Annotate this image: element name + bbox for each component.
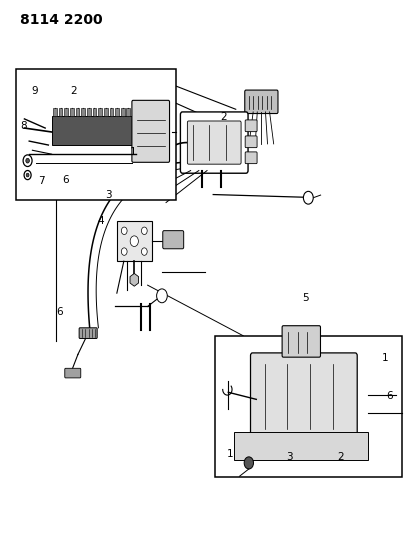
Text: 2: 2	[220, 112, 226, 122]
Circle shape	[121, 227, 127, 235]
Bar	[70, 109, 74, 116]
Text: 3: 3	[105, 190, 112, 199]
Bar	[52, 116, 135, 145]
Bar	[98, 109, 102, 116]
Bar	[92, 109, 96, 116]
Circle shape	[141, 248, 147, 255]
Bar	[117, 221, 151, 261]
Bar	[103, 109, 108, 116]
Text: 9: 9	[31, 86, 38, 96]
Text: 4: 4	[97, 216, 103, 226]
Circle shape	[26, 158, 29, 163]
Text: 6: 6	[62, 175, 68, 184]
Text: 1: 1	[130, 147, 136, 157]
Text: 8114 2200: 8114 2200	[20, 13, 103, 27]
FancyBboxPatch shape	[244, 90, 277, 114]
FancyBboxPatch shape	[245, 120, 256, 132]
FancyBboxPatch shape	[162, 231, 183, 249]
Text: 6: 6	[56, 307, 63, 317]
FancyBboxPatch shape	[281, 326, 320, 357]
Text: 3: 3	[286, 453, 292, 462]
FancyBboxPatch shape	[79, 328, 97, 338]
Circle shape	[121, 248, 127, 255]
FancyBboxPatch shape	[65, 368, 81, 378]
Bar	[75, 109, 79, 116]
Bar	[81, 109, 85, 116]
Text: 2: 2	[70, 86, 76, 96]
FancyBboxPatch shape	[180, 112, 247, 173]
Bar	[58, 109, 62, 116]
Text: 8: 8	[20, 121, 27, 131]
Text: 1: 1	[226, 449, 233, 459]
Circle shape	[244, 457, 253, 469]
Bar	[121, 109, 124, 116]
Bar	[215, 336, 401, 477]
Text: 5: 5	[301, 294, 308, 303]
Text: 2: 2	[336, 453, 343, 462]
FancyBboxPatch shape	[132, 100, 169, 162]
Text: 1: 1	[381, 353, 387, 362]
Circle shape	[141, 227, 147, 235]
FancyBboxPatch shape	[245, 136, 256, 148]
Bar	[109, 109, 113, 116]
Circle shape	[23, 155, 32, 166]
Circle shape	[26, 173, 29, 177]
Text: 6: 6	[385, 391, 392, 401]
Text: 7: 7	[38, 176, 45, 186]
Bar	[53, 109, 57, 116]
Circle shape	[303, 191, 312, 204]
Bar	[16, 69, 176, 200]
FancyBboxPatch shape	[245, 152, 256, 164]
FancyBboxPatch shape	[187, 121, 240, 164]
Circle shape	[130, 236, 138, 246]
Bar	[233, 432, 367, 460]
FancyBboxPatch shape	[250, 353, 356, 440]
Circle shape	[156, 289, 167, 303]
Bar	[64, 109, 68, 116]
Bar	[87, 109, 90, 116]
Bar	[126, 109, 130, 116]
Circle shape	[24, 171, 31, 180]
Bar	[115, 109, 119, 116]
